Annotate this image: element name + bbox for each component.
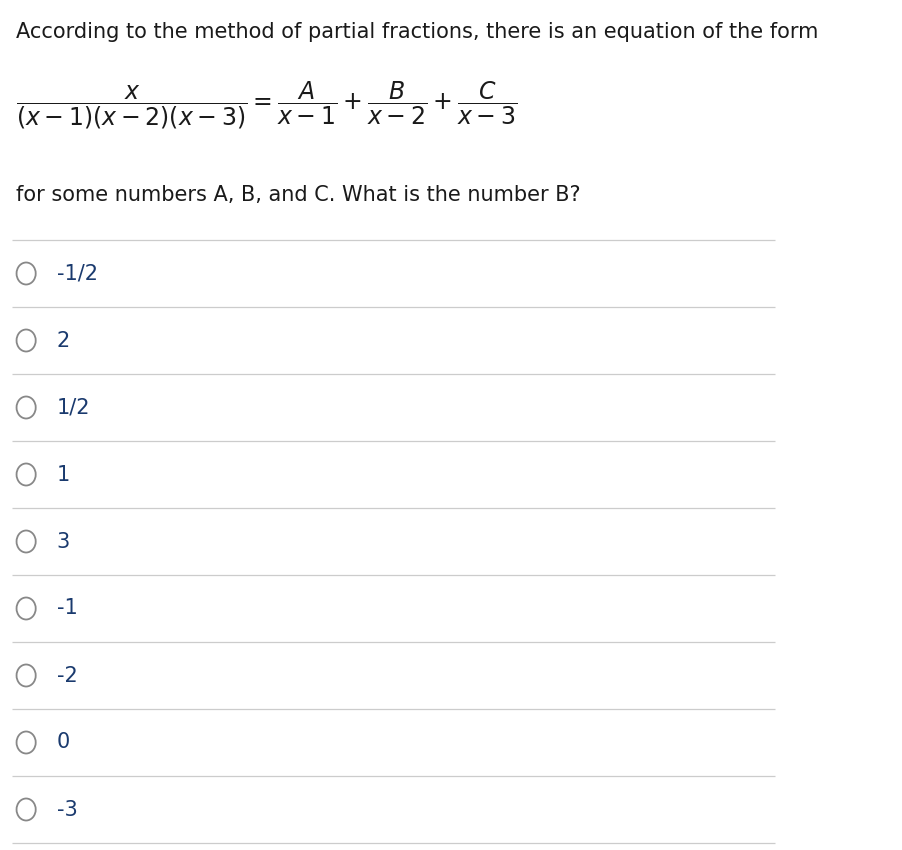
Text: 1/2: 1/2 (57, 398, 90, 417)
Text: $\dfrac{x}{(x-1)(x-2)(x-3)} = \dfrac{A}{x-1} + \dfrac{B}{x-2} + \dfrac{C}{x-3}$: $\dfrac{x}{(x-1)(x-2)(x-3)} = \dfrac{A}{… (15, 79, 516, 131)
Text: -1/2: -1/2 (57, 264, 97, 284)
Text: for some numbers A, B, and C. What is the number B?: for some numbers A, B, and C. What is th… (15, 185, 580, 205)
Text: 1: 1 (57, 464, 69, 484)
Text: -3: -3 (57, 800, 78, 819)
Text: 2: 2 (57, 331, 69, 350)
Text: According to the method of partial fractions, there is an equation of the form: According to the method of partial fract… (15, 22, 817, 42)
Text: -2: -2 (57, 666, 78, 685)
Text: 3: 3 (57, 531, 69, 552)
Text: -1: -1 (57, 598, 78, 619)
Text: 0: 0 (57, 733, 69, 752)
